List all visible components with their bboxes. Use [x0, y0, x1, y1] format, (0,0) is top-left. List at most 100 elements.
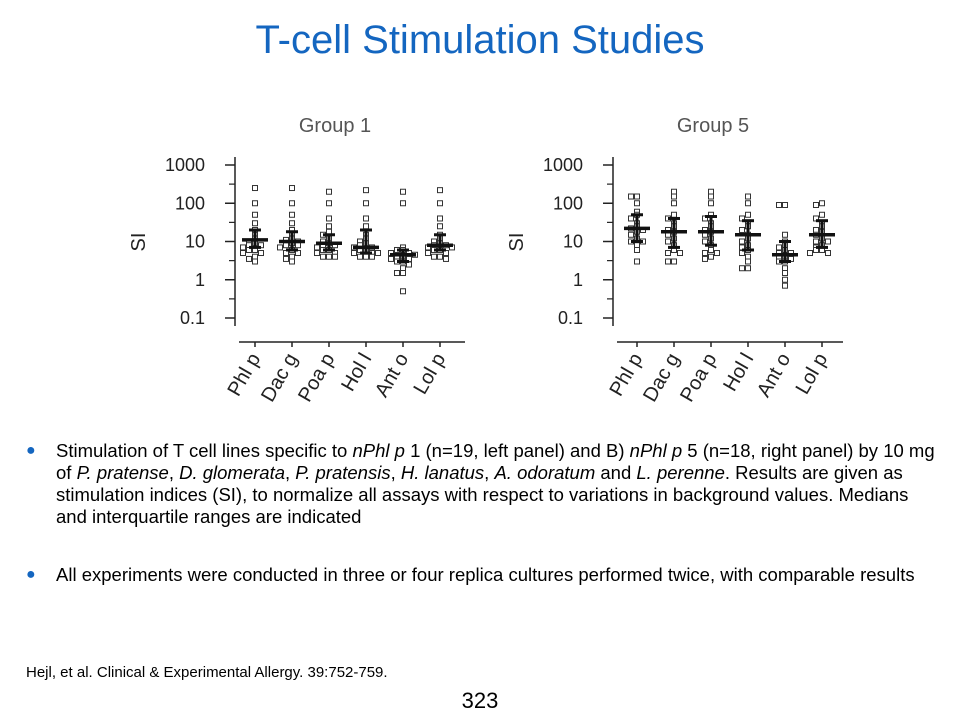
data-point	[739, 226, 745, 233]
bullet-text-run: P. pratense	[76, 462, 169, 483]
bullet-list: ● Stimulation of T cell lines specific t…	[26, 440, 938, 586]
data-point	[782, 265, 788, 272]
data-point	[289, 200, 295, 207]
bullet-1-text: Stimulation of T cell lines specific to …	[56, 440, 935, 527]
data-point	[289, 253, 295, 260]
data-point	[326, 188, 332, 195]
data-point	[363, 200, 369, 207]
data-point	[326, 215, 332, 222]
bullet-marker: ●	[26, 442, 36, 459]
y-tick-label: 1	[195, 270, 205, 290]
data-point	[807, 250, 813, 257]
bullet-text-run: All experiments were conducted in three …	[56, 564, 915, 585]
data-point	[314, 244, 320, 251]
data-point	[702, 255, 708, 262]
data-point	[400, 200, 406, 207]
x-tick-label: Hol l	[337, 350, 376, 396]
x-tick-label: Poa p	[294, 350, 339, 406]
data-point	[819, 200, 825, 207]
data-point	[702, 238, 708, 245]
data-point	[708, 188, 714, 195]
data-point	[326, 253, 332, 260]
data-point	[739, 238, 745, 245]
x-tick-label: Ant o	[371, 350, 413, 401]
bullet-text-run: P. pratensis	[295, 462, 391, 483]
data-point	[252, 200, 258, 207]
data-point	[634, 246, 640, 253]
data-point	[375, 250, 381, 257]
data-point	[252, 185, 258, 192]
data-point	[240, 244, 246, 251]
data-point	[628, 193, 634, 200]
data-point	[745, 200, 751, 207]
data-point	[665, 258, 671, 265]
bullet-text-run: nPhl p	[629, 440, 683, 461]
bullet-text-run: nPhl p	[352, 440, 405, 461]
data-point	[634, 200, 640, 207]
bullet-text-run: and	[595, 462, 637, 483]
data-point	[283, 255, 289, 262]
data-point	[258, 250, 264, 257]
data-point	[240, 250, 246, 257]
data-point	[363, 215, 369, 222]
data-point	[252, 258, 258, 265]
data-point	[665, 238, 671, 245]
data-point	[671, 193, 677, 200]
y-axis-label: SI	[506, 233, 528, 252]
data-point	[708, 246, 714, 253]
bullet-2-text: All experiments were conducted in three …	[56, 564, 915, 585]
bullet-1: ● Stimulation of T cell lines specific t…	[26, 440, 938, 528]
data-point	[628, 231, 634, 238]
y-tick-label: 1000	[543, 155, 583, 175]
data-point	[776, 202, 782, 209]
data-point	[437, 200, 443, 207]
data-point	[252, 220, 258, 227]
data-point	[665, 250, 671, 257]
data-point	[363, 187, 369, 194]
data-point	[425, 250, 431, 257]
data-point	[431, 253, 437, 260]
x-tick-label: Poa p	[676, 350, 721, 406]
bullet-text-run: Stimulation of T cell lines specific to	[56, 440, 353, 461]
page-number: 323	[461, 688, 499, 713]
data-point	[289, 220, 295, 227]
data-point	[369, 253, 375, 260]
y-tick-label: 100	[553, 193, 583, 213]
data-point	[357, 253, 363, 260]
data-point	[363, 223, 369, 230]
bullet-text-run: . Results are given as stimulation indic…	[56, 462, 909, 527]
data-point	[782, 270, 788, 277]
data-point	[634, 242, 640, 249]
data-point	[437, 253, 443, 260]
data-point	[289, 258, 295, 265]
data-point	[708, 253, 714, 260]
x-tick-label: Lol p	[410, 350, 451, 399]
data-point	[714, 250, 720, 257]
data-point	[708, 200, 714, 207]
data-point	[708, 193, 714, 200]
data-point	[782, 202, 788, 209]
data-point	[825, 238, 831, 245]
y-axis-label: SI	[128, 233, 150, 252]
y-tick-label: 10	[563, 232, 583, 252]
data-point	[437, 187, 443, 194]
data-point	[702, 250, 708, 257]
data-point	[400, 288, 406, 295]
bullet-text-run: ,	[285, 462, 296, 483]
data-point	[813, 226, 819, 233]
x-tick-label: Lol p	[792, 350, 833, 399]
x-tick-label: Hol l	[719, 350, 758, 396]
data-point	[277, 244, 283, 251]
data-point	[394, 270, 400, 277]
panel-title: Group 5	[677, 115, 749, 137]
y-tick-label: 1	[573, 270, 583, 290]
bullet-text-run: 5 (n=18, right panel) by 10 mg of	[56, 440, 935, 483]
data-point	[671, 200, 677, 207]
data-point	[671, 258, 677, 265]
bullet-text-run: ,	[168, 462, 180, 483]
y-tick-label: 100	[175, 193, 205, 213]
x-tick-label: Ant o	[753, 350, 795, 401]
data-point	[782, 282, 788, 289]
data-point	[326, 200, 332, 207]
